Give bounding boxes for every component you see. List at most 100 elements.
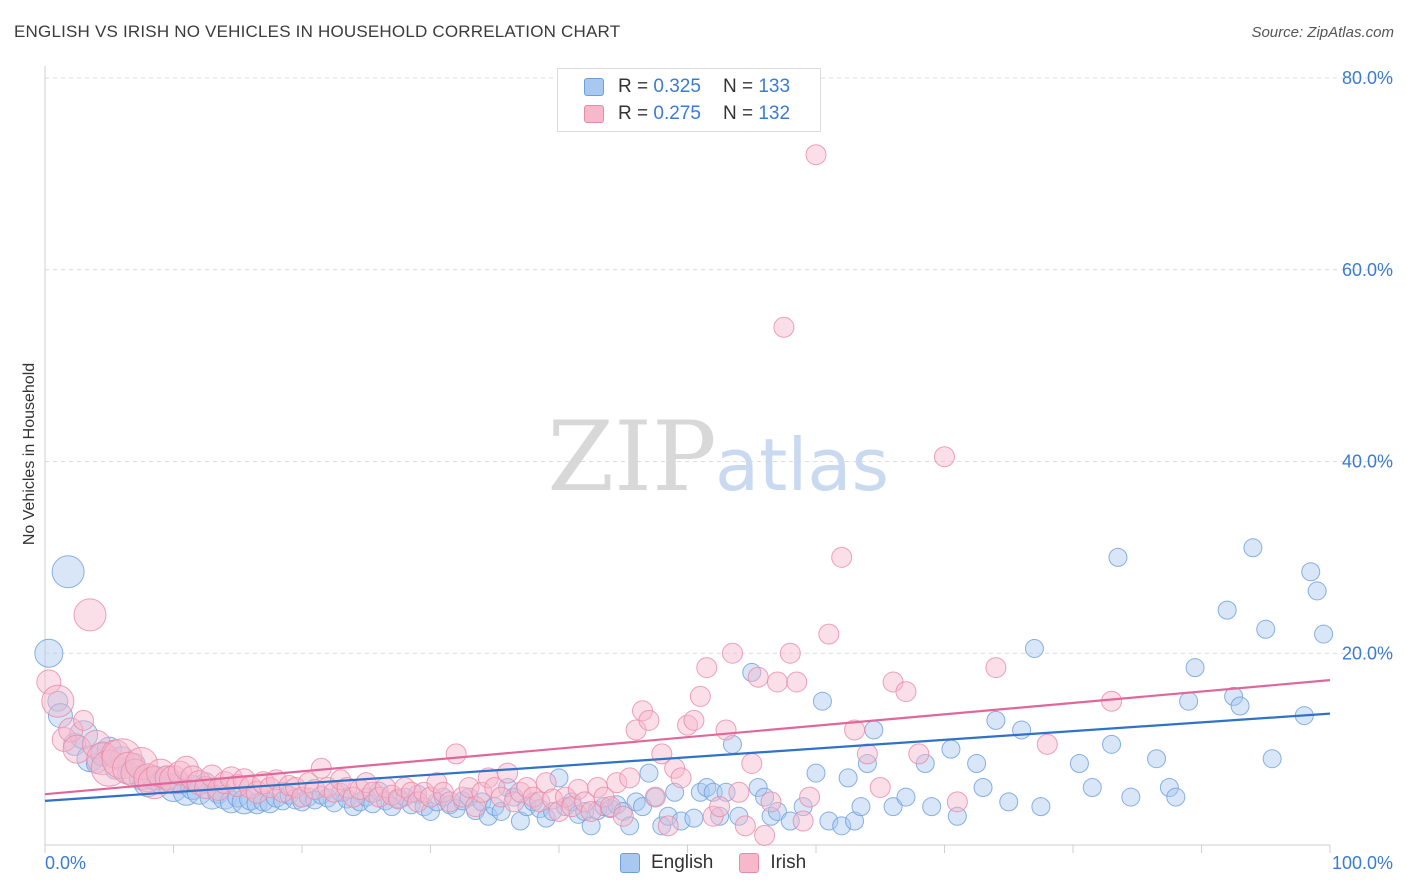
irish-point: [445, 743, 467, 765]
irish-point: [124, 747, 158, 781]
irish-point: [1036, 733, 1058, 755]
irish-point: [741, 753, 763, 775]
english-point: [510, 811, 530, 831]
english-point: [1243, 538, 1263, 558]
english-point: [1121, 787, 1141, 807]
irish-point: [747, 666, 769, 688]
english-point: [1230, 696, 1250, 716]
english-point: [1217, 600, 1237, 620]
irish-point: [792, 810, 814, 832]
irish-point: [644, 786, 666, 808]
english-point: [1082, 777, 1102, 797]
irish-point: [754, 824, 776, 846]
irish-point: [36, 669, 62, 695]
english-point: [851, 797, 871, 817]
english-point: [812, 691, 832, 711]
irish-point: [194, 775, 218, 799]
irish-point: [689, 685, 711, 707]
irish-point: [805, 144, 827, 166]
english-point: [1102, 734, 1122, 754]
irish-point: [548, 800, 570, 822]
x-tick-label: 100.0%: [1332, 853, 1393, 873]
y-tick-label: 40.0%: [1342, 452, 1393, 472]
irish-r-label: R =: [618, 103, 649, 124]
irish-point: [773, 316, 795, 338]
irish-point: [831, 546, 853, 568]
english-point: [1224, 686, 1244, 706]
x-tick-label: 0.0%: [45, 853, 86, 873]
english-point: [1108, 547, 1128, 567]
english-point: [832, 816, 852, 836]
english-point: [1166, 787, 1186, 807]
english-point: [645, 787, 665, 807]
series-legend: English Irish: [620, 852, 832, 874]
english-legend-label: English: [651, 852, 714, 873]
irish-point: [799, 786, 821, 808]
english-point: [47, 703, 73, 729]
irish-point: [696, 657, 718, 679]
english-point: [973, 777, 993, 797]
irish-point: [619, 767, 641, 789]
irish-point: [670, 767, 692, 789]
correlation-legend: R = 0.325 N = 133 R = 0.275 N = 132: [557, 68, 821, 132]
irish-point: [112, 751, 146, 785]
english-point: [639, 763, 659, 783]
legend-item-irish[interactable]: Irish: [739, 852, 806, 874]
english-point: [742, 662, 762, 682]
irish-point: [728, 781, 750, 803]
english-point: [1256, 619, 1276, 639]
irish-r-value: 0.275: [653, 103, 701, 124]
watermark-atlas: atlas: [715, 423, 889, 507]
english-point: [883, 797, 903, 817]
english-point: [838, 768, 858, 788]
english-point: [1069, 754, 1089, 774]
irish-trend-line: [44, 678, 1331, 796]
axes: [44, 66, 1331, 853]
irish-legend-label: Irish: [770, 852, 807, 873]
irish-point: [766, 671, 788, 693]
english-point: [363, 794, 383, 814]
irish-point: [934, 446, 955, 468]
irish-point: [73, 709, 95, 731]
irish-point: [291, 786, 313, 808]
english-point: [819, 811, 839, 831]
english-point: [652, 816, 672, 836]
y-tick-label: 60.0%: [1342, 260, 1393, 280]
english-point: [1031, 797, 1051, 817]
english-point: [684, 808, 704, 828]
y-tick-label: 80.0%: [1342, 68, 1393, 88]
irish-point: [606, 772, 628, 794]
english-n-label: N =: [722, 76, 754, 97]
irish-point: [786, 671, 808, 693]
irish-point: [760, 791, 782, 813]
irish-point: [535, 772, 557, 794]
legend-row-english: R = 0.325 N = 133: [584, 75, 790, 99]
irish-point: [946, 791, 968, 813]
english-point: [1159, 777, 1179, 797]
english-point: [1185, 658, 1205, 678]
irish-point: [62, 734, 92, 764]
y-axis-label: No Vehicles in Household: [21, 362, 38, 546]
irish-point: [734, 815, 756, 837]
watermark: ZIP atlas: [547, 401, 889, 513]
trend-lines: [44, 678, 1331, 802]
english-point: [941, 739, 961, 759]
irish-point: [497, 762, 519, 784]
english-point: [999, 792, 1019, 812]
english-point: [1301, 562, 1321, 582]
irish-point: [908, 743, 930, 765]
irish-point: [709, 796, 731, 818]
irish-point: [232, 768, 256, 792]
watermark-zip: ZIP: [547, 401, 716, 513]
irish-point: [869, 776, 891, 798]
tick-labels: 20.0% 40.0% 60.0% 80.0% 0.0% 100.0%: [45, 68, 1393, 873]
english-swatch: [584, 78, 604, 96]
english-point: [967, 754, 987, 774]
irish-legend-swatch: [739, 853, 760, 873]
english-point: [986, 710, 1006, 730]
english-point: [324, 793, 344, 813]
english-r-value: 0.325: [653, 76, 701, 97]
legend-item-english[interactable]: English: [620, 852, 713, 874]
english-point: [34, 638, 64, 668]
